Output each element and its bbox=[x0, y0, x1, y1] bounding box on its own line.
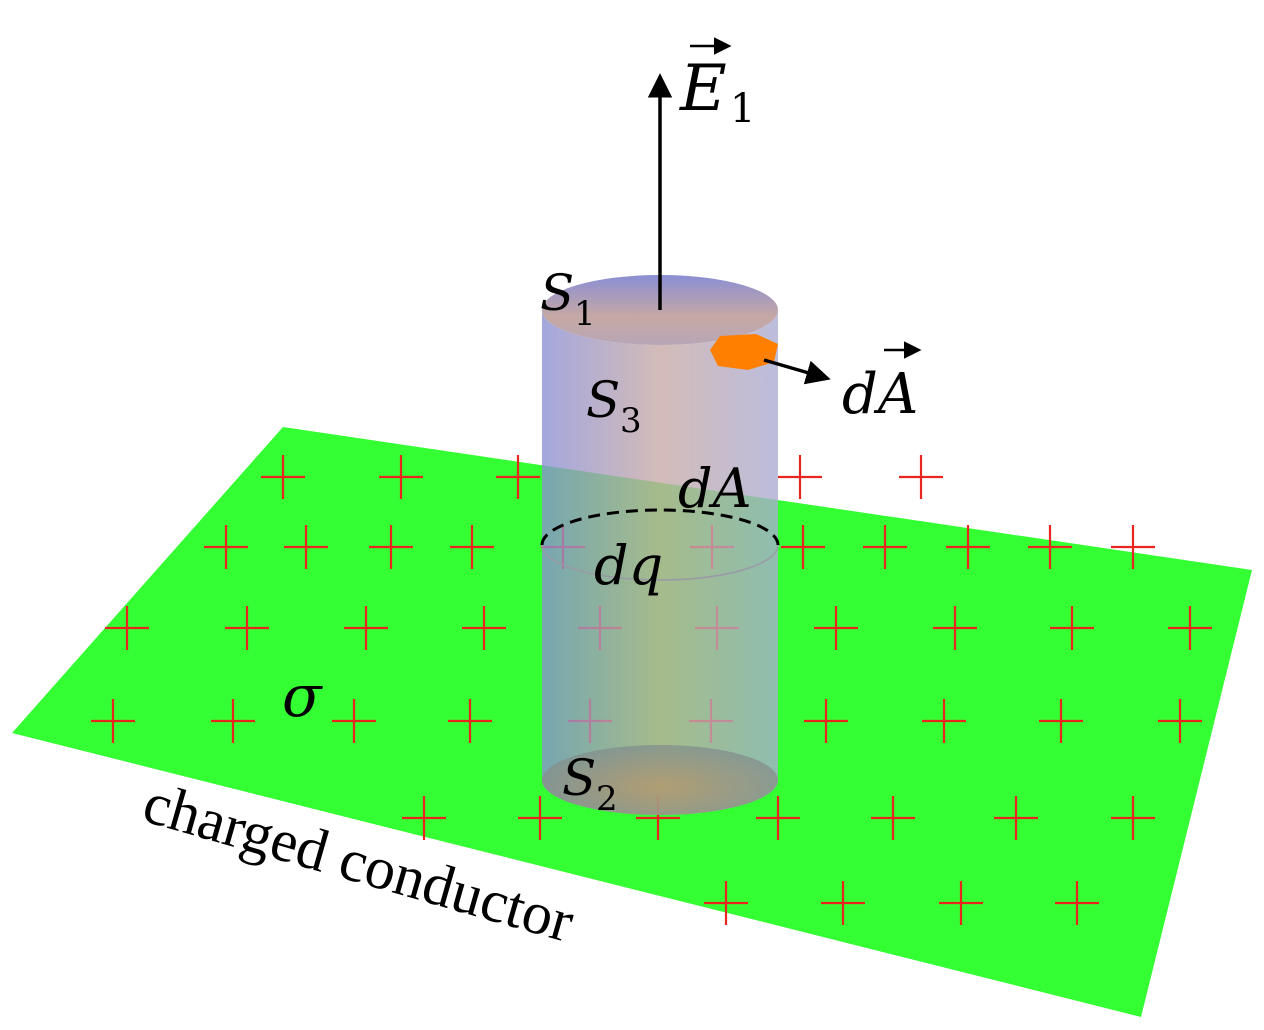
plus-charge-icon bbox=[778, 455, 822, 499]
plus-charge-icon bbox=[1168, 606, 1212, 650]
plus-charge-icon bbox=[1111, 796, 1155, 840]
plus-charge-icon bbox=[225, 606, 269, 650]
plus-charge-icon bbox=[462, 606, 506, 650]
bottom-cap-subscript: 2 bbox=[596, 779, 618, 819]
plus-charge-icon bbox=[91, 699, 135, 743]
plus-charge-icon bbox=[1055, 881, 1099, 925]
plus-charge-icon bbox=[261, 455, 305, 499]
area-element-patch bbox=[710, 334, 778, 370]
plus-charge-icon bbox=[448, 699, 492, 743]
plus-charge-icon bbox=[1111, 525, 1155, 569]
plus-charge-icon bbox=[899, 455, 943, 499]
area-vector-arrow bbox=[763, 358, 831, 385]
charge-element-label: dq bbox=[594, 534, 663, 597]
plus-charge-icon bbox=[1050, 606, 1094, 650]
side-surface-symbol: S bbox=[586, 371, 620, 429]
plus-charge-icon bbox=[211, 699, 255, 743]
plus-charge-icon bbox=[450, 525, 494, 569]
bottom-cap-symbol: S bbox=[562, 749, 596, 807]
plus-charge-icon bbox=[994, 796, 1038, 840]
plus-charge-icon bbox=[332, 699, 376, 743]
plus-charge-icon bbox=[933, 606, 977, 650]
bottom-cap-label: S 2 bbox=[562, 749, 618, 819]
top-cap-label: S 1 bbox=[540, 264, 596, 334]
plus-charge-icon bbox=[402, 796, 446, 840]
surface-density-label: σ bbox=[282, 662, 323, 730]
field-subscript: 1 bbox=[730, 86, 755, 132]
area-vector-text: dA bbox=[842, 362, 918, 427]
plus-charge-icon bbox=[1028, 525, 1072, 569]
side-surface-subscript: 3 bbox=[620, 401, 642, 441]
plus-charge-icon bbox=[922, 699, 966, 743]
plus-charge-icon bbox=[863, 525, 907, 569]
plus-charge-icon bbox=[946, 525, 990, 569]
plus-charge-icon bbox=[204, 525, 248, 569]
bottom-cap-surface bbox=[542, 745, 778, 815]
top-cap-symbol: S bbox=[540, 264, 574, 322]
area-element-label: dA bbox=[678, 457, 752, 520]
plus-charge-icon bbox=[344, 606, 388, 650]
plus-charge-icon bbox=[814, 606, 858, 650]
plus-charge-icon bbox=[804, 699, 848, 743]
top-cap-subscript: 1 bbox=[574, 294, 596, 334]
plus-charge-icon bbox=[284, 525, 328, 569]
plus-charge-icon bbox=[369, 525, 413, 569]
plus-charge-icon bbox=[704, 881, 748, 925]
side-surface-label: S 3 bbox=[586, 371, 642, 441]
plus-charge-icon bbox=[871, 796, 915, 840]
plus-charge-icon bbox=[756, 796, 800, 840]
plus-charge-icon bbox=[781, 525, 825, 569]
plus-charge-icon bbox=[821, 881, 865, 925]
plus-charge-icon bbox=[1039, 699, 1083, 743]
cylinder-side-surface bbox=[542, 310, 778, 815]
dA-ring-front bbox=[541, 544, 779, 581]
plus-charge-icon bbox=[105, 606, 149, 650]
plus-charge-icon bbox=[496, 455, 540, 499]
plus-charge-icon bbox=[518, 796, 562, 840]
plus-charge-icon bbox=[1158, 699, 1202, 743]
gaussian-cylinder bbox=[540, 275, 780, 815]
plus-charge-icon bbox=[379, 455, 423, 499]
plus-charge-icon bbox=[939, 881, 983, 925]
dA-ring-back bbox=[540, 508, 780, 546]
field-label: E 1 bbox=[679, 37, 755, 132]
field-symbol: E bbox=[679, 52, 727, 126]
area-vector-label: dA bbox=[842, 341, 922, 427]
